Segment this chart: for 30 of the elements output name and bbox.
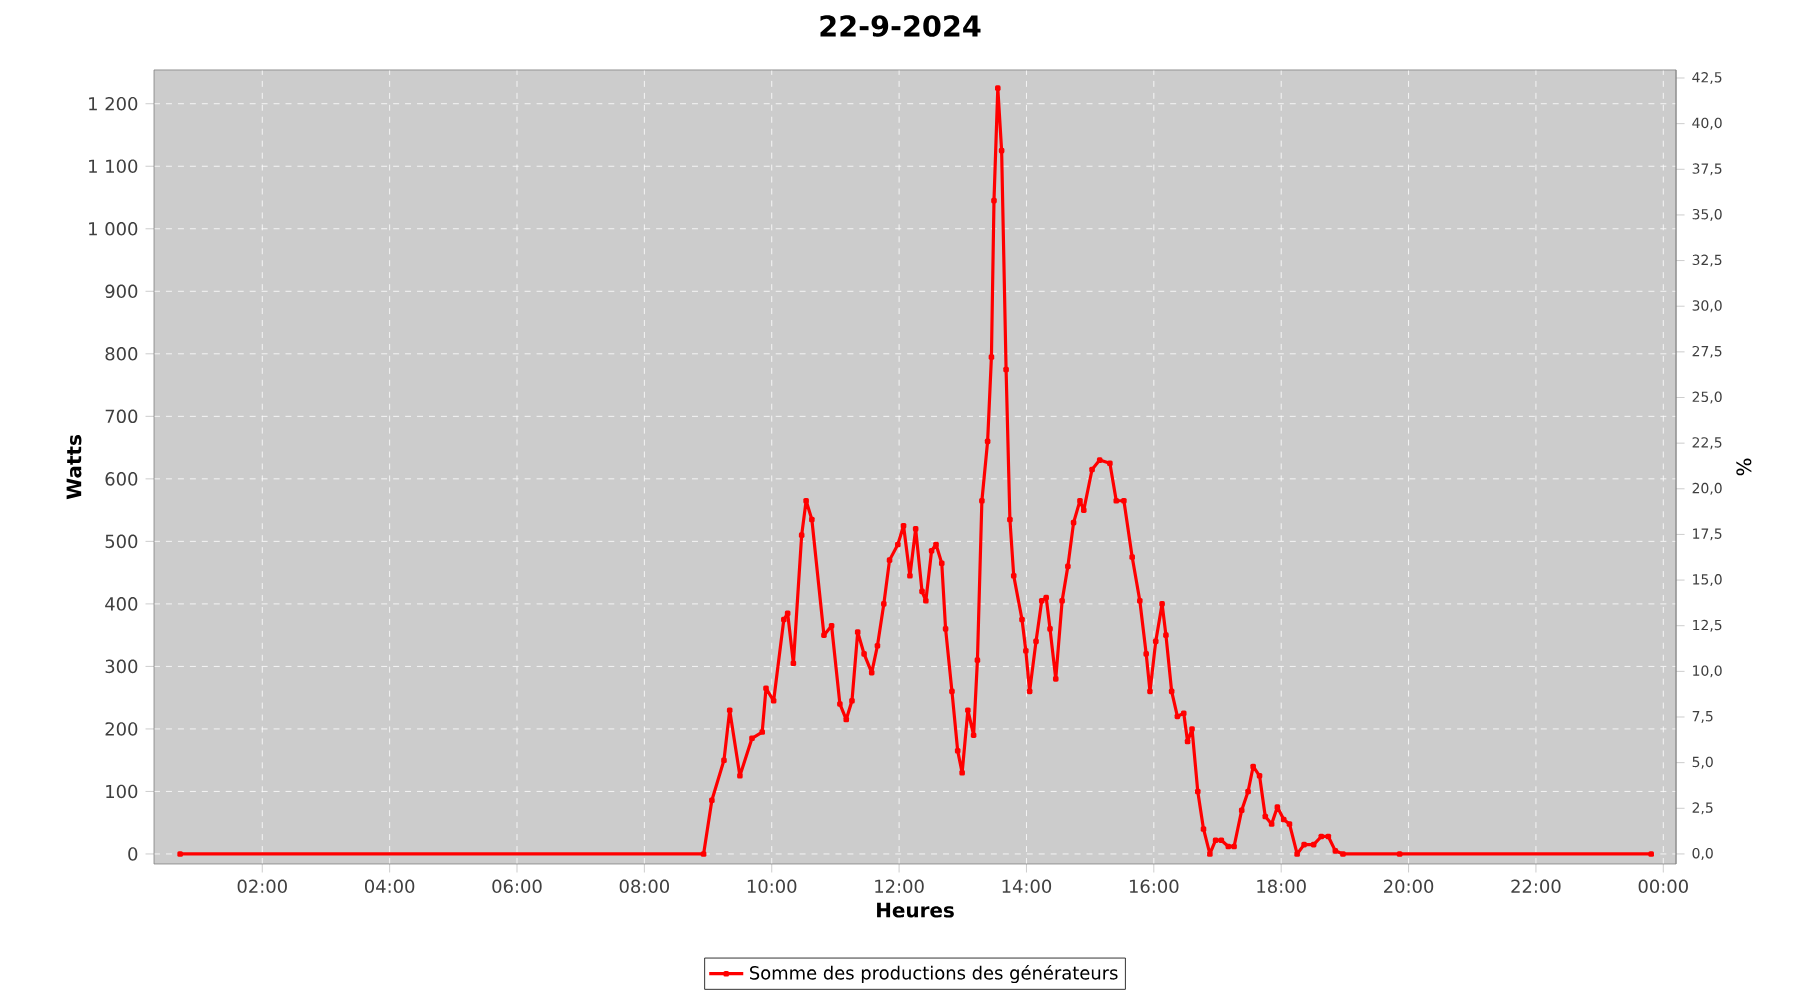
y-axis-title: Watts xyxy=(66,435,82,500)
x-tick-label: 22:00 xyxy=(1511,879,1561,894)
x-axis-title: Heures xyxy=(877,902,954,918)
y2-axis-title: % xyxy=(1736,458,1752,476)
y-tick-label: 1 100 xyxy=(89,159,138,174)
x-tick-label: 16:00 xyxy=(1129,879,1179,894)
y-tick-label: 600 xyxy=(105,472,138,486)
x-tick-label: 20:00 xyxy=(1384,879,1434,894)
legend-label: Somme des productions des générateurs xyxy=(750,965,1118,984)
chart-title: 22-9-2024 xyxy=(820,15,981,37)
x-tick-label: 00:00 xyxy=(1638,879,1688,894)
x-tick-label: 02:00 xyxy=(237,879,287,894)
y-tick-label: 900 xyxy=(105,284,138,299)
y-tick-label: 700 xyxy=(105,409,138,424)
y-tick-label: 1 000 xyxy=(89,221,138,236)
x-tick-label: 14:00 xyxy=(1002,879,1052,894)
x-tick-label: 12:00 xyxy=(875,879,924,894)
x-tick-label: 06:00 xyxy=(492,879,542,894)
x-tick-label: 10:00 xyxy=(747,879,797,894)
y-tick-label: 300 xyxy=(105,659,138,674)
y-tick-label: 800 xyxy=(105,347,138,361)
x-tick-label: 08:00 xyxy=(619,879,670,894)
y-tick-label: 0 xyxy=(128,847,138,861)
y-tick-label: 100 xyxy=(106,784,138,799)
x-tick-label: 04:00 xyxy=(364,879,415,894)
y-tick-label: 500 xyxy=(105,534,138,549)
y-tick-label: 400 xyxy=(105,597,138,611)
y-tick-label: 1 200 xyxy=(89,96,138,111)
x-tick-label: 18:00 xyxy=(1257,879,1306,894)
y-tick-label: 200 xyxy=(105,722,138,736)
